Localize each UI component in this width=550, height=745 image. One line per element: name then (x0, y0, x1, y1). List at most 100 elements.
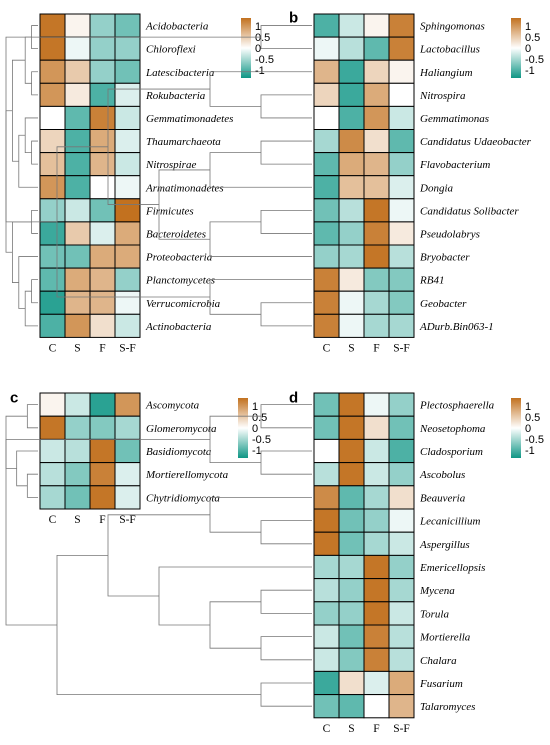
heatmap-cell (89, 438, 116, 464)
heatmap-cell (64, 36, 91, 61)
heatmap-cell (388, 36, 415, 61)
row-label: Haliangium (419, 67, 473, 79)
row-label: Proteobacteria (145, 252, 213, 264)
row-label: Candidatus Udaeobacter (420, 136, 532, 148)
legend-colorbar (241, 18, 251, 78)
heatmap-cell (313, 508, 340, 533)
legend-colorbar (511, 18, 521, 78)
heatmap-cell (388, 485, 415, 510)
heatmap-cell (39, 392, 66, 417)
row-dendrogram-branch (260, 140, 312, 165)
heatmap-cell (363, 175, 390, 200)
heatmap-cell (64, 221, 91, 246)
legend-tick-label: 0 (252, 423, 258, 435)
column-label: S (74, 342, 80, 354)
heatmap-cell (114, 267, 141, 292)
column-label: F (99, 514, 105, 526)
heatmap-cell (89, 152, 116, 177)
heatmap-cell (313, 36, 340, 61)
row-label: Pseudolabrys (419, 228, 480, 240)
heatmap-cell (114, 221, 141, 246)
column-label: C (323, 342, 331, 354)
heatmap-cell (363, 694, 390, 719)
heatmap-cell (338, 175, 365, 200)
heatmap-cell (338, 129, 365, 154)
heatmap-cell (338, 624, 365, 649)
row-dendrogram-branch (26, 473, 38, 498)
legend-tick-label: 1 (252, 401, 258, 413)
heatmap-cell (313, 694, 340, 719)
heatmap-cell (313, 554, 340, 580)
heatmap-cell (114, 462, 141, 487)
heatmap-cell (114, 82, 141, 107)
heatmap-cell (363, 59, 390, 84)
legend-tick-label: 0.5 (255, 32, 270, 44)
heatmap-cell (313, 601, 340, 626)
heatmap-cell (388, 415, 415, 440)
heatmap-cell (338, 13, 365, 38)
heatmap-cell (313, 198, 340, 223)
heatmap-panel-b: b Sphingomonas Lactobacillus Haliangium Nitr… (5, 9, 544, 354)
heatmap-cell (388, 578, 415, 603)
row-label: Talaromyces (420, 701, 475, 713)
heatmap-cell (313, 647, 340, 672)
heatmap-cell (338, 647, 365, 672)
row-label: Nitrospirae (145, 159, 196, 171)
heatmap-cell (39, 290, 66, 315)
legend-colorbar (511, 398, 521, 458)
color-legend: 10.50-0.5-1 (241, 18, 274, 78)
heatmap-cell (39, 244, 66, 269)
heatmap-cell (388, 267, 415, 292)
row-dendrogram-branch (5, 110, 13, 253)
row-label: Lecanicillium (419, 516, 481, 528)
heatmap-cell (114, 152, 141, 177)
heatmap-cell (338, 415, 365, 440)
heatmap-cell (388, 438, 415, 464)
heatmap-cell (89, 13, 116, 38)
row-dendrogram-branch (260, 94, 312, 119)
row-dendrogram-branch (260, 682, 312, 707)
heatmap-cell (39, 59, 66, 84)
heatmap-cell (388, 244, 415, 269)
legend-tick-label: 0.5 (525, 412, 540, 424)
heatmap-cell (114, 244, 141, 269)
column-label: S (348, 723, 354, 735)
heatmap-cell (338, 392, 365, 417)
heatmap-cell (363, 129, 390, 154)
heatmap-cell (39, 36, 66, 61)
legend-tick-label: 0 (525, 423, 531, 435)
row-label: Glomeromycota (146, 423, 217, 435)
heatmap-cell (114, 175, 141, 200)
heatmap-cell (39, 13, 66, 38)
row-label: Gemmatimonas (420, 113, 489, 125)
row-label: Gemmatimonadetes (146, 113, 233, 125)
row-label: Rokubacteria (145, 90, 206, 102)
row-label: RB41 (419, 275, 444, 287)
row-label: Aspergillus (419, 539, 470, 551)
legend-tick-label: -1 (525, 65, 535, 77)
heatmap-cell (388, 152, 415, 177)
heatmap-cell (89, 175, 116, 200)
heatmap-cell (338, 694, 365, 719)
row-label: Cladosporium (420, 446, 483, 458)
legend-tick-label: 0 (525, 43, 531, 55)
column-label: S (348, 342, 354, 354)
heatmap-cell (64, 129, 91, 154)
heatmap-cell (114, 392, 141, 417)
heatmap-cell (338, 485, 365, 510)
heatmap-cell (338, 105, 365, 131)
column-label: S-F (119, 342, 136, 354)
heatmap-panel-a: aAcidobacteriaChloroflexiLatescibacteria… (5, 9, 274, 354)
heatmap-cell (114, 313, 141, 338)
heatmap-cell (39, 313, 66, 338)
heatmap-cell (388, 82, 415, 107)
row-dendrogram-branch (260, 450, 312, 475)
row-label: Mortierellomycota (145, 469, 229, 481)
heatmap-cell (89, 313, 116, 338)
heatmap-cell (64, 82, 91, 107)
row-dendrogram-branch (260, 636, 312, 661)
heatmap-cell (64, 290, 91, 315)
heatmap-cell (388, 624, 415, 649)
heatmap-cell (363, 647, 390, 672)
heatmap-cell (313, 624, 340, 649)
